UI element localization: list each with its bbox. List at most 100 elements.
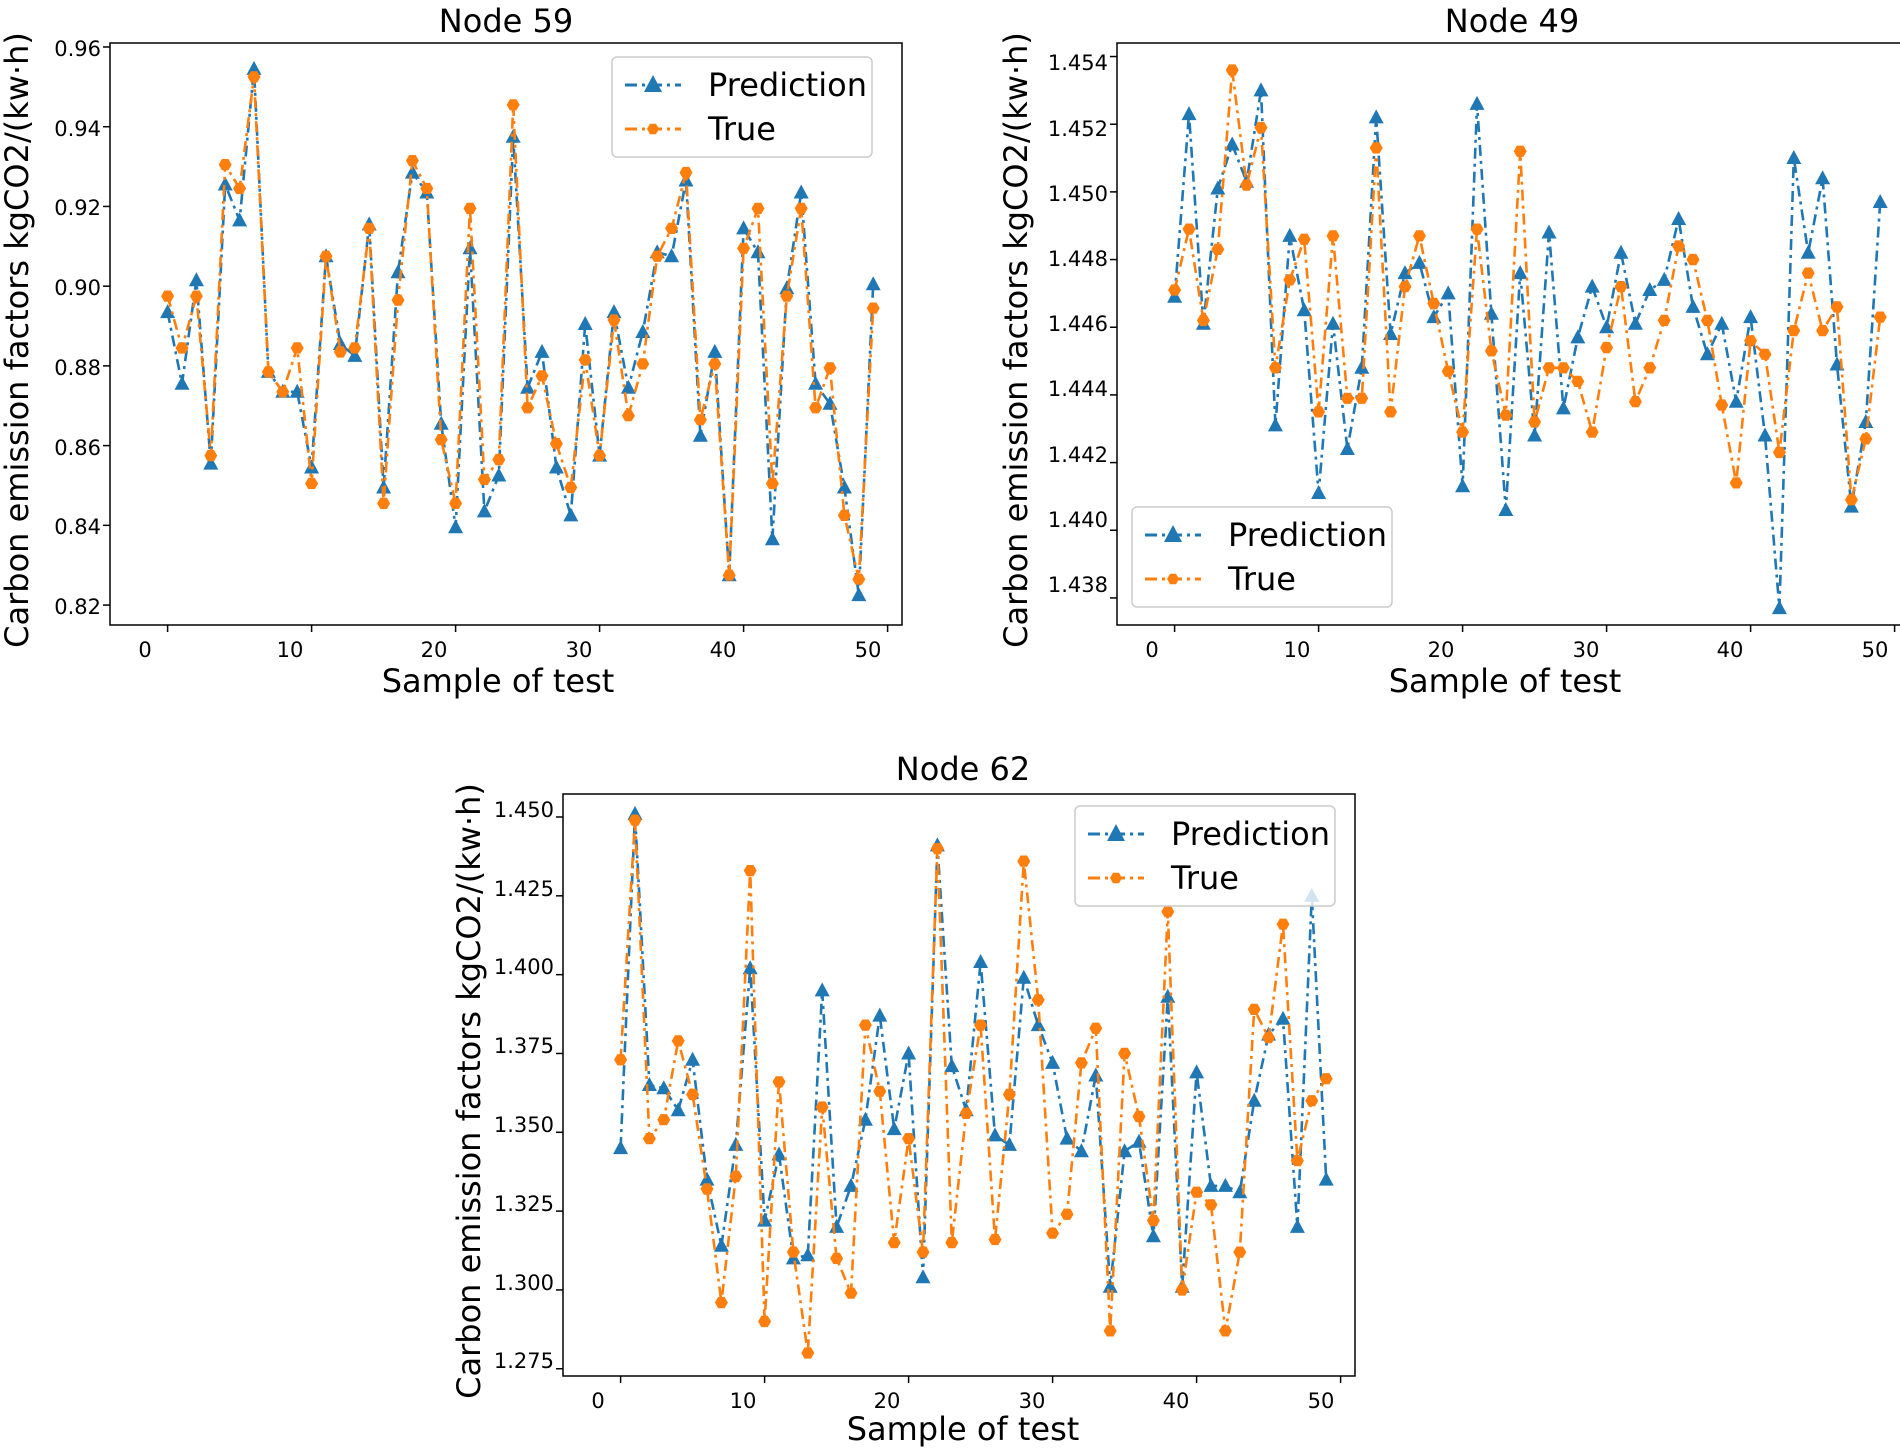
data-point-true [261, 366, 275, 378]
data-point-prediction [829, 1218, 845, 1233]
data-point-true [521, 402, 535, 414]
data-point-true [535, 370, 549, 382]
data-point-true [887, 1237, 901, 1249]
y-tick-label: 0.94 [54, 117, 101, 141]
x-tick-label: 10 [1284, 638, 1311, 662]
data-point-true [809, 402, 823, 414]
x-tick-label: 10 [277, 638, 304, 662]
data-point-prediction [1001, 1136, 1017, 1151]
y-tick-label: 0.88 [54, 356, 101, 380]
plot-area [103, 46, 889, 632]
data-point-true [1340, 392, 1354, 404]
x-axis: 0 10 20 30 40 50 [138, 638, 881, 662]
data-point-true [161, 290, 175, 302]
legend-marker-prediction [1164, 525, 1182, 542]
data-point-true [866, 302, 880, 314]
data-point-true [1031, 994, 1045, 1006]
legend-label-true: True [1170, 859, 1239, 897]
data-point-prediction [857, 1111, 873, 1126]
x-tick-label: 30 [566, 638, 593, 662]
y-tick-label: 0.82 [54, 595, 101, 619]
data-point-true [549, 438, 563, 450]
data-point-prediction [1584, 278, 1600, 293]
data-point-prediction [1181, 106, 1197, 121]
data-point-prediction [1858, 414, 1874, 428]
data-point-true [1103, 1325, 1117, 1337]
data-point-prediction [872, 1007, 888, 1022]
data-point-true [1585, 426, 1599, 438]
data-point-prediction [332, 336, 348, 350]
data-point-true [1412, 230, 1426, 242]
data-point-prediction [1426, 309, 1442, 324]
data-point-prediction [713, 1237, 729, 1252]
data-point-prediction [641, 1077, 657, 1091]
x-tick-label: 40 [1163, 1389, 1190, 1413]
data-point-prediction [1167, 288, 1183, 303]
data-point-prediction [1872, 194, 1888, 208]
data-point-true [247, 71, 261, 83]
data-point-prediction [1699, 346, 1715, 361]
data-point-prediction [1030, 1017, 1046, 1032]
data-point-prediction [347, 347, 363, 362]
data-point-true [449, 497, 463, 509]
data-point-true [1089, 1022, 1103, 1034]
data-point-true [1017, 855, 1031, 867]
data-point-prediction [886, 1121, 902, 1136]
data-point-prediction [1210, 180, 1226, 195]
data-point-true [1686, 253, 1700, 266]
axes-frame [1116, 42, 1900, 626]
data-point-prediction [1469, 95, 1485, 110]
data-point-true [1290, 1155, 1304, 1167]
y-tick-label: 1.350 [494, 1113, 554, 1137]
data-point-prediction [1102, 1278, 1118, 1293]
data-point-true [1830, 301, 1844, 313]
data-point-prediction [1656, 271, 1672, 286]
data-point-prediction [534, 343, 550, 358]
y-axis: 1.275 1.300 1.325 1.350 1.375 1.400 1.42… [494, 798, 554, 1373]
y-tick-label: 1.442 [1048, 443, 1108, 467]
data-point-true [1118, 1047, 1132, 1060]
data-point-prediction [1354, 359, 1370, 374]
data-point-prediction [987, 1127, 1003, 1142]
data-point-true [1312, 406, 1326, 418]
data-point-true [1499, 409, 1513, 421]
y-axis: 1.438 1.440 1.442 1.444 1.446 1.448 1.45… [1048, 51, 1108, 597]
y-tick-label: 0.86 [54, 436, 101, 460]
data-point-true [1060, 1208, 1074, 1220]
data-point-true [1132, 1110, 1146, 1123]
data-point-true [873, 1085, 887, 1097]
y-tick-label: 1.275 [494, 1349, 554, 1373]
data-point-true [1513, 145, 1527, 157]
x-axis-title: Sample of test [382, 662, 615, 700]
legend-label-true: True [1227, 560, 1296, 598]
data-point-true [1276, 918, 1290, 930]
data-point-prediction [491, 467, 507, 482]
y-tick-label: 1.450 [494, 798, 554, 822]
x-tick-label: 20 [1428, 638, 1455, 662]
data-point-true [463, 202, 477, 215]
data-point-true [1168, 284, 1182, 296]
data-point-true [506, 99, 520, 111]
data-point-true [902, 1133, 916, 1145]
legend-label-prediction: Prediction [708, 66, 867, 104]
y-tick-label: 0.92 [54, 196, 101, 220]
data-point-prediction [736, 220, 752, 235]
data-point-prediction [1685, 298, 1701, 313]
data-point-true [593, 450, 607, 462]
data-point-prediction [1267, 417, 1283, 432]
y-tick-label: 1.448 [1048, 247, 1108, 271]
y-tick-label: 1.454 [1048, 51, 1108, 75]
data-point-true [1700, 314, 1714, 327]
data-point-true [1355, 392, 1369, 404]
legend-label-prediction: Prediction [1171, 815, 1330, 853]
axes-frame [562, 793, 1356, 1377]
data-point-true [492, 453, 506, 466]
y-axis-title: Carbon emission factors kgCO2/(kw·h) [997, 32, 1035, 648]
data-point-prediction [1800, 244, 1816, 259]
x-axis: 0 10 20 30 40 50 [591, 1389, 1334, 1413]
data-point-prediction [203, 455, 219, 470]
data-point-true [1268, 362, 1282, 374]
data-point-prediction [1045, 1054, 1061, 1069]
y-tick-label: 1.446 [1048, 312, 1108, 336]
data-point-prediction [944, 1058, 960, 1073]
